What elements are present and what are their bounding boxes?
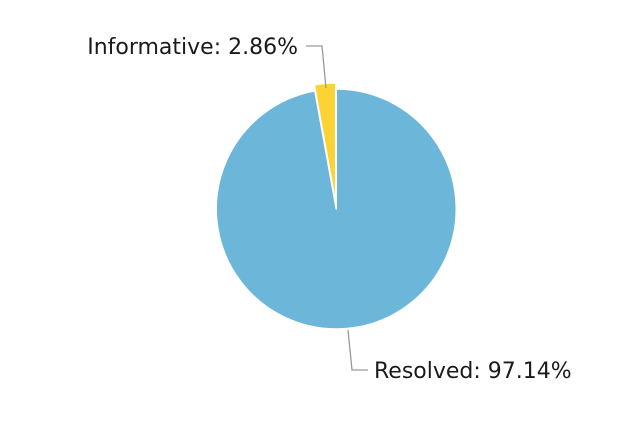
leader-line-resolved (347, 329, 368, 371)
slice-label-resolved: Resolved: 97.14% (374, 359, 572, 384)
leader-line-informative (306, 45, 327, 89)
pie-slice-resolved (215, 88, 458, 330)
slice-label-informative: Informative: 2.86% (87, 35, 298, 60)
slice-labels: Resolved: 97.14% Informative: 2.86% (87, 35, 571, 384)
pie-slices (215, 82, 458, 330)
leader-lines (306, 45, 368, 371)
